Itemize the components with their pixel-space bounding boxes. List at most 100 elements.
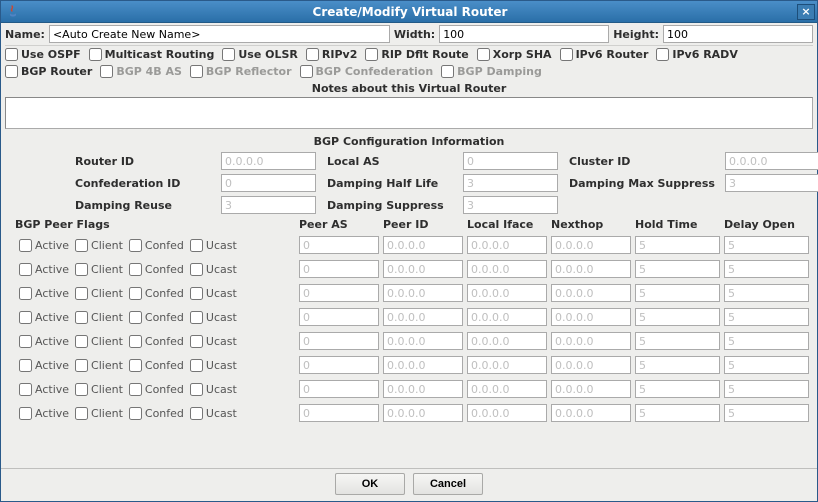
hold-time-input[interactable] xyxy=(635,308,720,326)
nexthop-input[interactable] xyxy=(551,380,631,398)
option-checkbox[interactable]: Confed xyxy=(129,311,184,324)
checkbox-input[interactable] xyxy=(129,311,142,324)
option-checkbox[interactable]: IPv6 RADV xyxy=(656,48,737,61)
delay-open-input[interactable] xyxy=(724,380,809,398)
nexthop-input[interactable] xyxy=(551,260,631,278)
checkbox-input[interactable] xyxy=(190,335,203,348)
option-checkbox[interactable]: Confed xyxy=(129,383,184,396)
option-checkbox[interactable]: BGP Reflector xyxy=(190,65,292,78)
checkbox-input[interactable] xyxy=(19,335,32,348)
checkbox-input[interactable] xyxy=(100,65,113,78)
option-checkbox[interactable]: Confed xyxy=(129,287,184,300)
option-checkbox[interactable]: Active xyxy=(19,311,69,324)
option-checkbox[interactable]: Client xyxy=(75,383,123,396)
checkbox-input[interactable] xyxy=(190,239,203,252)
option-checkbox[interactable]: Multicast Routing xyxy=(89,48,215,61)
checkbox-input[interactable] xyxy=(75,311,88,324)
local-iface-input[interactable] xyxy=(467,236,547,254)
option-checkbox[interactable]: Ucast xyxy=(190,335,237,348)
checkbox-input[interactable] xyxy=(222,48,235,61)
option-checkbox[interactable]: Ucast xyxy=(190,287,237,300)
peer-id-input[interactable] xyxy=(383,404,463,422)
confed-id-input[interactable] xyxy=(221,174,316,192)
option-checkbox[interactable]: Active xyxy=(19,287,69,300)
delay-open-input[interactable] xyxy=(724,236,809,254)
hold-time-input[interactable] xyxy=(635,404,720,422)
nexthop-input[interactable] xyxy=(551,356,631,374)
option-checkbox[interactable]: Active xyxy=(19,383,69,396)
local-as-input[interactable] xyxy=(463,152,558,170)
checkbox-input[interactable] xyxy=(190,383,203,396)
checkbox-input[interactable] xyxy=(19,311,32,324)
checkbox-input[interactable] xyxy=(129,263,142,276)
checkbox-input[interactable] xyxy=(190,311,203,324)
peer-id-input[interactable] xyxy=(383,308,463,326)
option-checkbox[interactable]: BGP Confederation xyxy=(300,65,434,78)
nexthop-input[interactable] xyxy=(551,404,631,422)
option-checkbox[interactable]: RIP Dflt Route xyxy=(365,48,468,61)
option-checkbox[interactable]: Xorp SHA xyxy=(477,48,552,61)
height-input[interactable] xyxy=(663,25,813,43)
option-checkbox[interactable]: Ucast xyxy=(190,263,237,276)
delay-open-input[interactable] xyxy=(724,260,809,278)
close-button[interactable]: × xyxy=(797,4,815,20)
checkbox-input[interactable] xyxy=(75,383,88,396)
checkbox-input[interactable] xyxy=(5,48,18,61)
option-checkbox[interactable]: Ucast xyxy=(190,239,237,252)
nexthop-input[interactable] xyxy=(551,284,631,302)
option-checkbox[interactable]: Active xyxy=(19,263,69,276)
peer-id-input[interactable] xyxy=(383,380,463,398)
checkbox-input[interactable] xyxy=(19,287,32,300)
peer-as-input[interactable] xyxy=(299,380,379,398)
hold-time-input[interactable] xyxy=(635,284,720,302)
option-checkbox[interactable]: Client xyxy=(75,263,123,276)
width-input[interactable] xyxy=(439,25,609,43)
checkbox-input[interactable] xyxy=(190,65,203,78)
checkbox-input[interactable] xyxy=(441,65,454,78)
checkbox-input[interactable] xyxy=(75,263,88,276)
damp-supp-input[interactable] xyxy=(463,196,558,214)
option-checkbox[interactable]: Active xyxy=(19,407,69,420)
checkbox-input[interactable] xyxy=(129,407,142,420)
checkbox-input[interactable] xyxy=(560,48,573,61)
checkbox-input[interactable] xyxy=(365,48,378,61)
option-checkbox[interactable]: Client xyxy=(75,407,123,420)
hold-time-input[interactable] xyxy=(635,260,720,278)
notes-textarea[interactable] xyxy=(5,97,813,129)
ok-button[interactable]: OK xyxy=(335,473,405,495)
checkbox-input[interactable] xyxy=(5,65,18,78)
nexthop-input[interactable] xyxy=(551,332,631,350)
option-checkbox[interactable]: Confed xyxy=(129,359,184,372)
option-checkbox[interactable]: Client xyxy=(75,239,123,252)
checkbox-input[interactable] xyxy=(19,407,32,420)
option-checkbox[interactable]: Confed xyxy=(129,239,184,252)
checkbox-input[interactable] xyxy=(190,407,203,420)
peer-as-input[interactable] xyxy=(299,236,379,254)
local-iface-input[interactable] xyxy=(467,380,547,398)
option-checkbox[interactable]: Client xyxy=(75,287,123,300)
delay-open-input[interactable] xyxy=(724,284,809,302)
checkbox-input[interactable] xyxy=(129,239,142,252)
option-checkbox[interactable]: Ucast xyxy=(190,311,237,324)
checkbox-input[interactable] xyxy=(75,239,88,252)
checkbox-input[interactable] xyxy=(190,359,203,372)
option-checkbox[interactable]: Active xyxy=(19,359,69,372)
cluster-id-input[interactable] xyxy=(725,152,818,170)
checkbox-input[interactable] xyxy=(129,287,142,300)
peer-id-input[interactable] xyxy=(383,236,463,254)
delay-open-input[interactable] xyxy=(724,332,809,350)
name-input[interactable] xyxy=(49,25,390,43)
checkbox-input[interactable] xyxy=(75,407,88,420)
hold-time-input[interactable] xyxy=(635,380,720,398)
option-checkbox[interactable]: Client xyxy=(75,335,123,348)
checkbox-input[interactable] xyxy=(129,359,142,372)
delay-open-input[interactable] xyxy=(724,356,809,374)
option-checkbox[interactable]: Confed xyxy=(129,335,184,348)
peer-as-input[interactable] xyxy=(299,260,379,278)
option-checkbox[interactable]: Active xyxy=(19,335,69,348)
local-iface-input[interactable] xyxy=(467,308,547,326)
peer-as-input[interactable] xyxy=(299,404,379,422)
option-checkbox[interactable]: Use OLSR xyxy=(222,48,298,61)
checkbox-input[interactable] xyxy=(300,65,313,78)
checkbox-input[interactable] xyxy=(19,239,32,252)
